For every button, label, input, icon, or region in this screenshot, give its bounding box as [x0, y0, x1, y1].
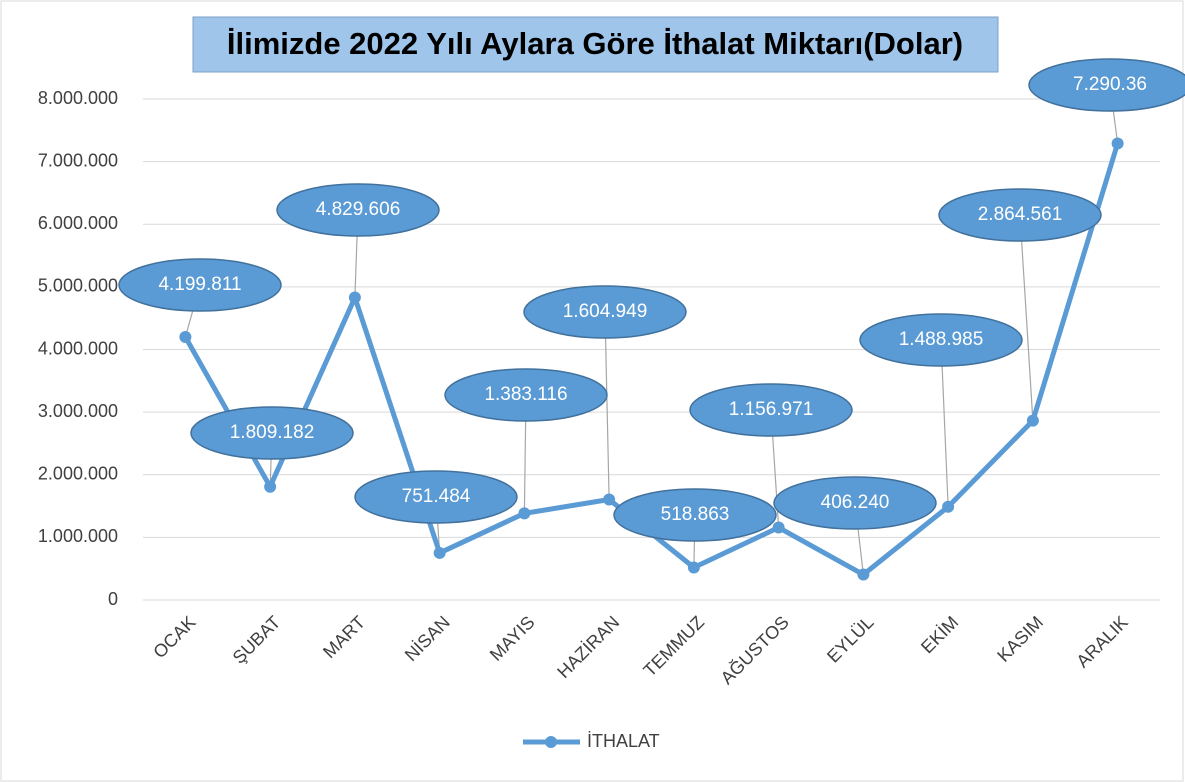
data-point [857, 568, 870, 581]
data-label: 1.604.949 [563, 301, 648, 322]
y-tick-label: 1.000.000 [38, 526, 118, 546]
data-label: 4.199.811 [158, 274, 241, 295]
data-point [1111, 137, 1124, 150]
legend-marker [545, 736, 557, 748]
y-tick-label: 4.000.000 [38, 338, 118, 358]
label-bubble [773, 476, 937, 530]
data-label: 1.809.182 [230, 422, 315, 443]
data-point [942, 500, 955, 513]
label-bubble [859, 313, 1023, 367]
label-bubble [444, 368, 608, 422]
data-point [687, 561, 700, 574]
leader-line [604, 311, 610, 500]
y-tick-label: 5.000.000 [38, 276, 118, 296]
data-point [518, 507, 531, 520]
label-bubble [938, 188, 1102, 242]
label-bubble [1028, 58, 1185, 112]
data-point [348, 291, 361, 304]
data-point [433, 546, 446, 559]
legend-label: İTHALAT [587, 731, 660, 751]
label-bubble [613, 488, 777, 542]
chart-title: İlimizde 2022 Yılı Aylara Göre İthalat M… [227, 26, 963, 61]
leader-line [1019, 214, 1034, 421]
data-label: 1.488.985 [899, 329, 984, 350]
label-bubble [190, 406, 354, 460]
y-tick-label: 3.000.000 [38, 401, 118, 421]
data-label: 406.240 [821, 492, 890, 513]
data-point [1026, 414, 1039, 427]
data-label: 7.290.36 [1073, 74, 1147, 95]
leader-line [940, 339, 949, 507]
data-point [772, 521, 785, 534]
data-label: 1.383.116 [484, 384, 567, 405]
data-label: 2.864.561 [978, 204, 1063, 225]
data-label: 751.484 [402, 486, 471, 507]
data-label: 1.156.971 [729, 399, 814, 420]
label-bubble [523, 285, 687, 339]
label-bubble [276, 183, 440, 237]
label-bubble [689, 383, 853, 437]
data-point [603, 493, 616, 506]
data-label: 518.863 [661, 504, 730, 525]
data-point [264, 480, 277, 493]
label-bubble [354, 470, 518, 524]
label-bubble [118, 258, 282, 312]
y-tick-label: 7.000.000 [38, 150, 118, 170]
data-point [179, 330, 192, 343]
y-tick-label: 2.000.000 [38, 464, 118, 484]
y-tick-label: 8.000.000 [38, 88, 118, 108]
y-tick-label: 6.000.000 [38, 213, 118, 233]
y-tick-label: 0 [108, 589, 118, 609]
title-box [192, 16, 999, 73]
data-label: 4.829.606 [316, 199, 401, 220]
